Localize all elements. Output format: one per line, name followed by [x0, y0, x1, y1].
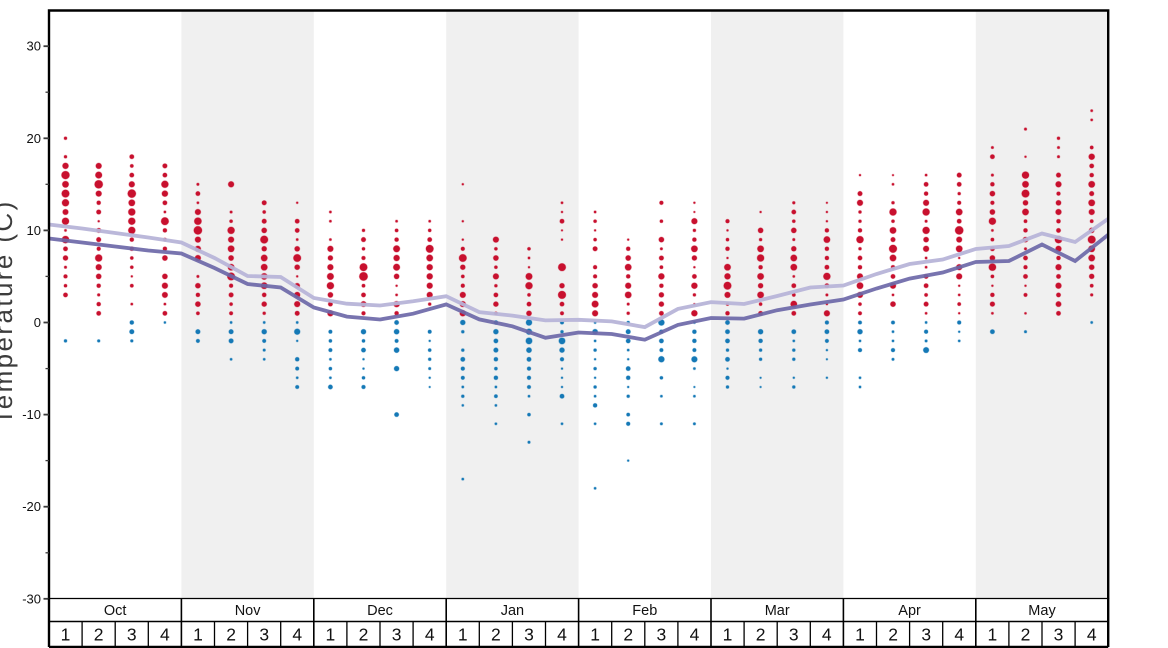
svg-text:Jan: Jan: [501, 603, 524, 619]
svg-text:4: 4: [292, 625, 302, 645]
svg-text:1: 1: [590, 625, 600, 645]
svg-text:2: 2: [1021, 625, 1031, 645]
svg-text:Apr: Apr: [898, 603, 921, 619]
svg-text:1: 1: [723, 625, 733, 645]
svg-text:1: 1: [988, 625, 998, 645]
svg-text:Temperature (C): Temperature (C): [0, 199, 18, 424]
svg-text:4: 4: [557, 625, 567, 645]
svg-text:1: 1: [61, 625, 71, 645]
svg-text:-20: -20: [22, 499, 41, 514]
svg-text:-10: -10: [22, 407, 41, 422]
svg-text:2: 2: [888, 625, 898, 645]
svg-text:2: 2: [226, 625, 236, 645]
svg-text:Feb: Feb: [632, 603, 657, 619]
svg-text:4: 4: [425, 625, 435, 645]
svg-text:2: 2: [94, 625, 104, 645]
svg-text:10: 10: [27, 223, 41, 238]
svg-text:1: 1: [855, 625, 865, 645]
svg-text:1: 1: [458, 625, 468, 645]
svg-text:2: 2: [491, 625, 501, 645]
svg-text:3: 3: [524, 625, 534, 645]
svg-text:2: 2: [359, 625, 369, 645]
svg-text:3: 3: [127, 625, 137, 645]
svg-text:3: 3: [921, 625, 931, 645]
svg-text:Oct: Oct: [104, 603, 127, 619]
svg-text:4: 4: [690, 625, 700, 645]
svg-text:3: 3: [789, 625, 799, 645]
svg-text:3: 3: [392, 625, 402, 645]
svg-text:1: 1: [326, 625, 336, 645]
svg-text:4: 4: [822, 625, 832, 645]
svg-text:0: 0: [34, 315, 41, 330]
svg-text:Mar: Mar: [765, 603, 790, 619]
svg-text:3: 3: [259, 625, 269, 645]
svg-text:4: 4: [954, 625, 964, 645]
svg-text:4: 4: [1087, 625, 1097, 645]
svg-text:-30: -30: [22, 591, 41, 606]
svg-text:2: 2: [756, 625, 766, 645]
svg-text:2: 2: [623, 625, 633, 645]
svg-text:Dec: Dec: [367, 603, 393, 619]
svg-text:3: 3: [1054, 625, 1064, 645]
svg-text:30: 30: [27, 39, 41, 54]
svg-text:1: 1: [193, 625, 203, 645]
svg-text:Nov: Nov: [235, 603, 262, 619]
svg-text:4: 4: [160, 625, 170, 645]
svg-text:20: 20: [27, 131, 41, 146]
svg-text:May: May: [1028, 603, 1056, 619]
svg-text:3: 3: [657, 625, 667, 645]
